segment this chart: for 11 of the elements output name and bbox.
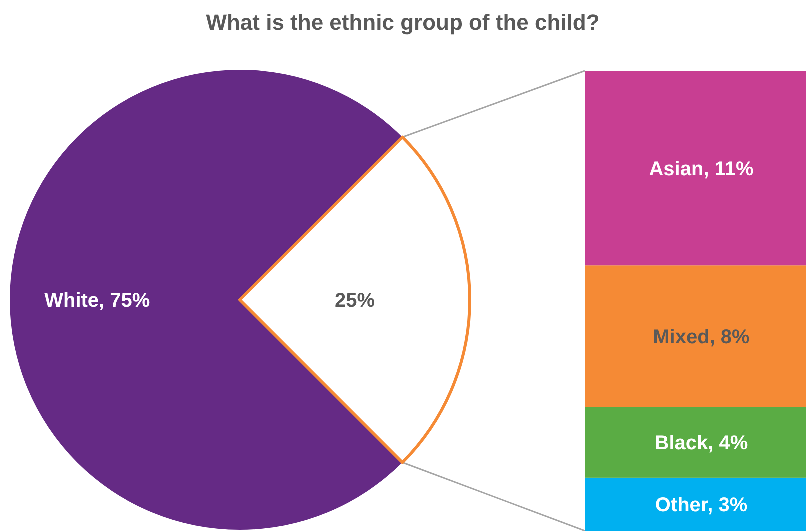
data-label: Other, 3% xyxy=(655,494,748,516)
data-label: Asian, 11% xyxy=(649,158,754,180)
bar xyxy=(585,71,806,266)
data-label: Black, 4% xyxy=(654,432,748,455)
data-label: 25% xyxy=(334,290,376,312)
data-label: White, 75% xyxy=(44,290,150,312)
bar xyxy=(585,478,806,531)
chart-title: What is the ethnic group of the child? xyxy=(206,10,600,35)
bar xyxy=(585,266,806,408)
data-label: Mixed, 8% xyxy=(653,326,750,348)
bar xyxy=(585,407,806,478)
